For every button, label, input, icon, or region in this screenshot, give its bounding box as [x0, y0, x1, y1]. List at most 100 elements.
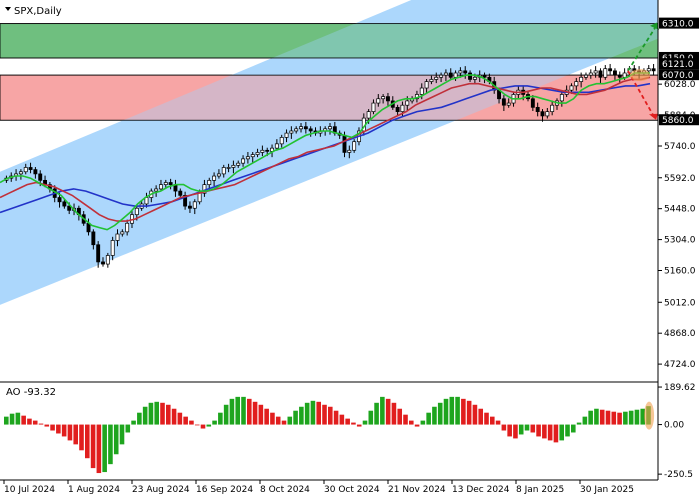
ao-bar — [623, 411, 628, 425]
ao-bar — [339, 414, 345, 425]
ao-bar — [96, 424, 102, 474]
candle — [221, 164, 226, 178]
price-level-tag — [659, 51, 699, 63]
price-tick-label: 6028.0 — [664, 80, 696, 90]
ao-bar — [385, 398, 391, 425]
ao-bar — [391, 402, 397, 425]
candle — [458, 67, 463, 78]
ao-bar — [542, 424, 547, 439]
candle — [443, 69, 448, 81]
ao-bar — [4, 416, 9, 425]
candle — [236, 160, 241, 168]
candle — [453, 70, 458, 81]
time-tick-label: 16 Sep 2024 — [196, 485, 253, 495]
ao-bar — [137, 412, 142, 425]
candle — [96, 241, 101, 268]
time-tick-label: 13 Dec 2024 — [452, 485, 510, 495]
candle — [651, 63, 656, 76]
ao-bar — [478, 408, 484, 425]
ao-highlight — [644, 401, 655, 430]
candle — [482, 72, 487, 84]
ao-bar — [420, 420, 426, 425]
ao-bar — [588, 410, 593, 425]
price-level-label: 5860.0 — [662, 116, 694, 126]
candle — [434, 72, 439, 84]
candle — [395, 104, 400, 116]
ao-bar — [611, 411, 617, 425]
symbol-label[interactable]: SPX,Daily — [5, 6, 62, 17]
ao-bar — [125, 424, 131, 433]
candle — [352, 139, 357, 153]
candle — [279, 134, 284, 148]
candle — [250, 152, 255, 163]
ao-bar — [524, 424, 530, 431]
candle — [120, 229, 125, 237]
ao-bar — [466, 400, 472, 425]
candle — [33, 167, 38, 179]
ao-bar — [44, 424, 50, 427]
price-tick-label: 5740.0 — [664, 142, 696, 152]
bullish-arrow — [627, 27, 656, 72]
ao-bar — [142, 406, 148, 425]
ao-bar — [160, 402, 165, 425]
ao-bar — [218, 412, 223, 425]
zone-overlay-resistance — [0, 74, 659, 121]
ao-bar — [102, 424, 107, 473]
ao-bar — [304, 402, 310, 425]
ao-bar — [582, 416, 588, 425]
ao-bar — [275, 416, 281, 425]
ao-bar — [200, 424, 206, 429]
ao-bar — [380, 396, 385, 425]
ao-bar — [293, 410, 298, 425]
price-level-tag — [659, 17, 699, 29]
price-level-tag — [659, 114, 699, 126]
candle — [115, 229, 120, 247]
candle — [168, 178, 173, 190]
ao-bar — [461, 398, 466, 425]
time-tick-label: 21 Nov 2024 — [388, 485, 446, 495]
moving-averages — [0, 72, 651, 231]
candle — [289, 126, 294, 139]
awesome-oscillator — [0, 381, 658, 474]
ao-bar — [235, 396, 241, 425]
candle — [260, 145, 265, 157]
chevron-down-icon[interactable] — [5, 7, 11, 11]
ao-bar — [183, 416, 188, 425]
ao-bar — [536, 424, 541, 437]
candle — [101, 257, 105, 267]
candle — [303, 121, 308, 134]
ao-bar — [409, 420, 414, 425]
ao-bar — [599, 409, 605, 425]
ao-bar — [189, 420, 194, 425]
candle — [178, 188, 183, 198]
candle — [207, 177, 212, 190]
ao-bar — [241, 396, 246, 425]
candle — [347, 145, 352, 159]
ao-bar — [252, 401, 258, 425]
ma-mid-line — [0, 76, 651, 222]
ao-bar — [513, 424, 518, 439]
candle — [28, 162, 33, 174]
bearish-arrow-head — [649, 113, 658, 120]
ao-bar — [634, 409, 640, 425]
ao-bar — [571, 424, 576, 433]
zone-overlay-target — [0, 23, 659, 59]
ao-bar — [229, 398, 235, 425]
price-level-tag — [659, 69, 699, 81]
candle — [192, 199, 197, 215]
ao-bar — [148, 402, 154, 425]
candle — [429, 75, 434, 85]
candle — [226, 163, 231, 173]
ao-bar — [38, 423, 44, 425]
ao-bar — [177, 412, 183, 425]
ao-bar — [368, 410, 374, 425]
ao-bar — [113, 424, 119, 455]
time-tick-label: 30 Oct 2024 — [324, 485, 380, 495]
ao-bar — [32, 420, 38, 425]
ao-bar — [455, 396, 460, 425]
ao-bar — [299, 406, 304, 425]
candle — [579, 72, 584, 88]
price-tick-label: 5012.0 — [664, 298, 696, 308]
price-tick-label: 5304.0 — [664, 236, 696, 246]
